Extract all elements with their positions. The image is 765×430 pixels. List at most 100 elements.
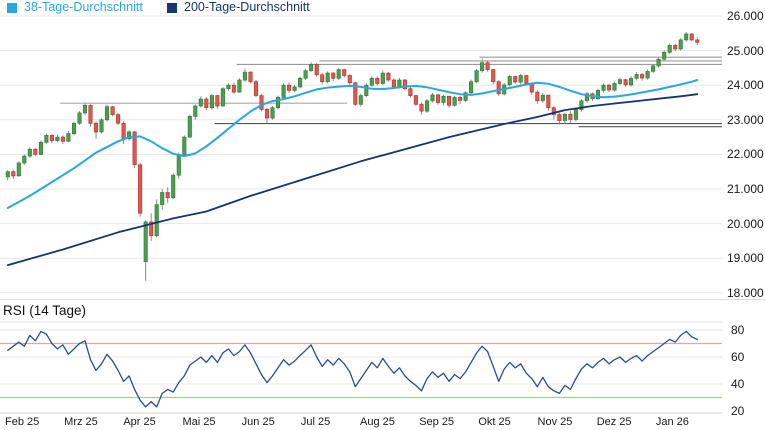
candle-up	[154, 204, 159, 237]
candle-up	[441, 95, 446, 103]
candle-down	[204, 98, 209, 109]
candle-up	[209, 95, 214, 109]
price-tick-label: 19.000	[727, 251, 764, 266]
candle-up	[507, 76, 512, 86]
candle-down	[623, 79, 628, 86]
month-tick-label: Feb 25	[5, 416, 40, 428]
ma38-legend-label: 38-Tage-Durchschnitt	[24, 0, 143, 14]
month-tick-label: Nov 25	[537, 416, 573, 428]
candle-up	[182, 136, 187, 155]
candle-down	[138, 164, 143, 214]
candle-up	[193, 105, 198, 117]
candle-up	[298, 77, 303, 88]
candle-down	[264, 109, 270, 119]
candle-down	[88, 104, 93, 124]
candle-up	[292, 86, 297, 91]
ma200-legend-label: 200-Tage-Durchschnitt	[184, 0, 310, 14]
candle-down	[375, 77, 380, 84]
candle-up	[71, 122, 77, 135]
candle-down	[121, 122, 126, 140]
candle-up	[242, 71, 247, 81]
month-tick-label: Sep 25	[419, 416, 455, 428]
candle-down	[165, 192, 170, 199]
candle-down	[386, 72, 391, 81]
candle-up	[5, 171, 10, 178]
candle-down	[287, 84, 292, 91]
candle-up	[22, 155, 27, 164]
candle-up	[281, 84, 286, 98]
candle-up	[176, 154, 181, 176]
candle-up	[66, 133, 71, 142]
month-tick-label: Jun 25	[241, 416, 275, 428]
candle-up	[617, 79, 623, 84]
legend-item-ma38[interactable]: 38-Tage-Durchschnitt	[7, 1, 143, 14]
candle-down	[11, 171, 16, 177]
candle-up	[82, 104, 88, 114]
month-tick-label: Jan 26	[655, 416, 689, 428]
candle-up	[469, 81, 474, 94]
candle-up	[104, 106, 110, 121]
candle-up	[662, 51, 667, 60]
candle-up	[369, 77, 374, 86]
candle-down	[116, 114, 121, 124]
candle-down	[513, 76, 518, 83]
candle-up	[678, 39, 683, 50]
candle-up	[540, 94, 545, 102]
candle-up	[143, 221, 148, 263]
candle-up	[358, 95, 363, 105]
candle-down	[673, 45, 678, 50]
candle-down	[110, 106, 115, 116]
candle-down	[485, 62, 490, 70]
month-tick-label: Okt 25	[478, 416, 511, 428]
candle-up	[430, 94, 435, 102]
candle-up	[325, 72, 330, 83]
ma200-line	[6, 93, 699, 267]
month-tick-label: Dez 25	[596, 416, 632, 428]
month-tick-label: Mai 25	[182, 416, 216, 428]
price-tick-label: 25.000	[727, 43, 764, 58]
candle-up	[656, 58, 661, 67]
candle-up	[579, 100, 584, 110]
candle-up	[474, 70, 479, 83]
candle-up	[44, 135, 49, 143]
candle-up	[584, 93, 589, 102]
candle-down	[402, 79, 407, 90]
ma38-line	[6, 79, 699, 209]
candle-down	[640, 74, 645, 79]
candle-up	[380, 72, 385, 84]
candle-down	[446, 95, 452, 106]
candle-up	[336, 69, 341, 79]
ma38-swatch-icon	[7, 2, 17, 13]
candle-down	[93, 122, 99, 133]
price-tick-label: 23.000	[727, 112, 764, 127]
candle-down	[259, 95, 264, 110]
candle-down	[546, 94, 551, 109]
candle-down	[435, 94, 441, 103]
candle-up	[645, 71, 650, 79]
legend-item-ma200[interactable]: 200-Tage-Durchschnitt	[167, 1, 310, 14]
candle-down	[132, 131, 137, 166]
candle-up	[270, 107, 275, 119]
candle-down	[60, 136, 65, 142]
candle-down	[231, 84, 236, 93]
candle-up	[634, 74, 639, 79]
candle-up	[424, 100, 430, 112]
candle-down	[491, 69, 496, 83]
rsi-tick-label: 40	[731, 377, 745, 391]
price-tick-label: 22.000	[727, 147, 764, 162]
candle-up	[303, 70, 308, 79]
candle-up	[127, 131, 132, 140]
candle-up	[99, 119, 104, 133]
price-tick-label: 18.000	[727, 285, 764, 300]
candle-up	[77, 112, 82, 124]
month-tick-label: Mrz 25	[64, 416, 98, 428]
rsi-panel-title: RSI (14 Tage)	[3, 303, 87, 318]
candle-down	[413, 95, 418, 105]
candle-down	[320, 74, 325, 83]
candle-up	[463, 92, 468, 101]
candle-up	[27, 148, 32, 157]
candle-down	[419, 103, 424, 112]
candle-down	[331, 72, 336, 79]
